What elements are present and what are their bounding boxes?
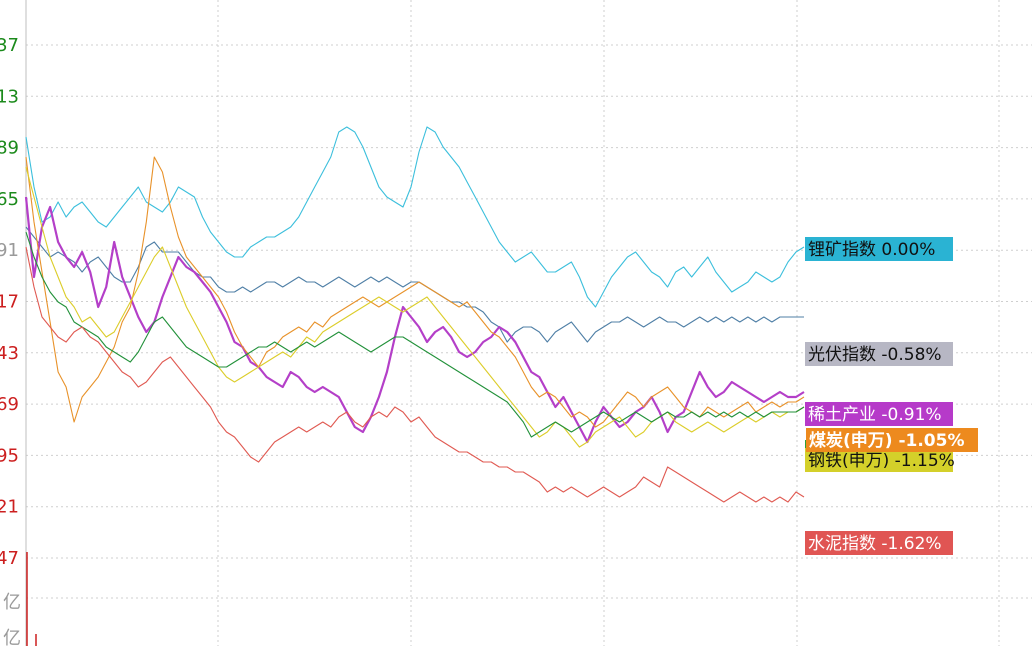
grid: [25, 0, 1032, 646]
series-tag-label: 煤炭(申万) -1.05%: [809, 430, 965, 451]
y-tick-label: 43: [0, 343, 19, 364]
series-tag-box: [805, 402, 953, 426]
y-tick-label: 95: [0, 445, 19, 466]
y-tick-label: 21: [0, 497, 19, 518]
series-line: [25, 226, 804, 343]
series-line: [25, 246, 805, 503]
volume-label: 亿: [3, 592, 21, 613]
series-line: [25, 156, 805, 428]
series-tag-box: [805, 237, 953, 261]
y-tick-label: 37: [0, 35, 19, 56]
series-lines: [24, 126, 805, 503]
series-line: [25, 126, 805, 308]
y-tick-label: 65: [0, 189, 19, 210]
y-tick-label: 91: [0, 240, 19, 261]
series-tag-label: 钢铁(申万) -1.15%: [808, 451, 955, 471]
y-tick-label: 47: [0, 548, 19, 569]
series-tag-label: 水泥指数 -1.62%: [808, 534, 942, 554]
y-tick-label: 69: [0, 394, 19, 415]
series-tag-box: [805, 342, 953, 366]
series-tag-box: [805, 531, 953, 555]
series-tag-label: 锂矿指数 0.00%: [808, 240, 935, 260]
y-tick-label: 13: [0, 86, 19, 107]
series-end-tags: 锂矿指数 0.00%光伏指数 -0.58%稀土产业 -0.91%有色金属 -1.…: [805, 237, 978, 555]
series-line: [25, 166, 805, 448]
series-tag-box: [806, 428, 978, 452]
y-axis-tick-labels: 37 13 89 65 91 17 43 69 95 21 47 亿亿: [0, 35, 21, 646]
series-tag-label: 稀土产业 -0.91%: [808, 405, 942, 425]
y-tick-label: 17: [0, 292, 19, 313]
series-line: [25, 231, 805, 438]
y-tick-label: 89: [0, 138, 19, 159]
volume-area: [26, 552, 37, 646]
series-tag-label: 光伏指数 -0.58%: [808, 345, 942, 365]
series-line: [24, 196, 805, 444]
volume-label: 亿: [3, 628, 21, 646]
